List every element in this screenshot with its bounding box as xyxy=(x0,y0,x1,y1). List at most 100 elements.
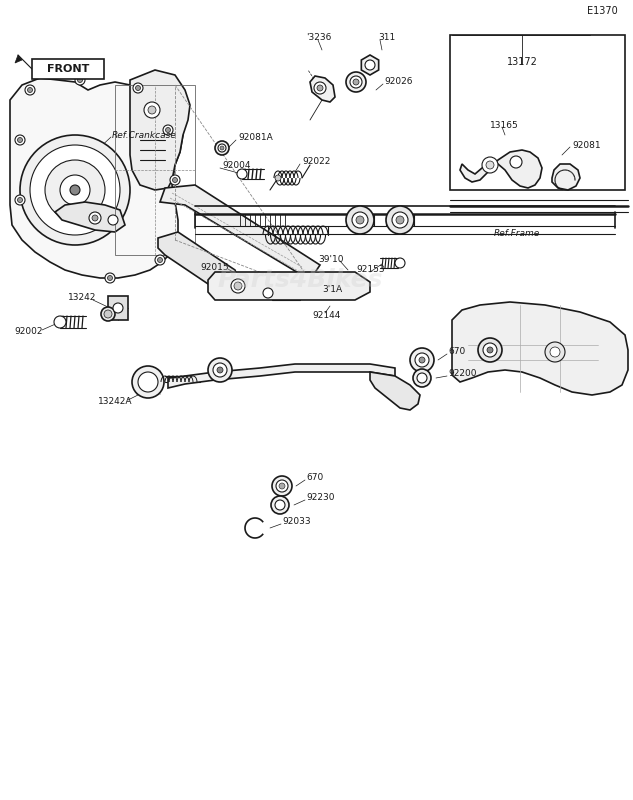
Circle shape xyxy=(215,141,229,155)
Circle shape xyxy=(20,135,130,245)
Circle shape xyxy=(45,160,105,220)
Circle shape xyxy=(18,138,23,142)
Circle shape xyxy=(365,60,375,70)
Circle shape xyxy=(550,347,560,357)
Polygon shape xyxy=(310,76,335,102)
Text: 92200: 92200 xyxy=(448,370,477,378)
Text: Ref.Frame: Ref.Frame xyxy=(494,230,540,238)
Circle shape xyxy=(15,135,25,145)
Circle shape xyxy=(279,483,285,489)
Text: 13242: 13242 xyxy=(68,294,96,302)
Circle shape xyxy=(314,82,326,94)
Text: 13242A: 13242A xyxy=(98,398,132,406)
Circle shape xyxy=(173,178,177,182)
Circle shape xyxy=(132,366,164,398)
Circle shape xyxy=(275,175,281,181)
Circle shape xyxy=(486,161,494,169)
Circle shape xyxy=(30,145,120,235)
Text: '3236: '3236 xyxy=(306,34,331,42)
Text: 92081A: 92081A xyxy=(238,134,273,142)
Circle shape xyxy=(234,282,242,290)
Polygon shape xyxy=(460,150,542,188)
Polygon shape xyxy=(208,272,370,300)
Circle shape xyxy=(545,342,565,362)
Circle shape xyxy=(133,83,143,93)
Text: Parts4Bikes: Parts4Bikes xyxy=(217,268,383,292)
Circle shape xyxy=(231,279,245,293)
Circle shape xyxy=(386,206,414,234)
Polygon shape xyxy=(130,70,190,190)
Text: 670: 670 xyxy=(448,347,465,357)
Text: 670: 670 xyxy=(306,474,323,482)
Circle shape xyxy=(135,86,141,90)
Polygon shape xyxy=(32,59,104,79)
Text: 92144: 92144 xyxy=(312,310,341,319)
Circle shape xyxy=(415,353,429,367)
Text: 13165: 13165 xyxy=(490,121,519,130)
Text: 92230: 92230 xyxy=(306,494,334,502)
Circle shape xyxy=(487,347,493,353)
Text: 92153: 92153 xyxy=(356,266,385,274)
Circle shape xyxy=(483,343,497,357)
Circle shape xyxy=(275,500,285,510)
Circle shape xyxy=(353,79,359,85)
Circle shape xyxy=(148,106,156,114)
Circle shape xyxy=(272,476,292,496)
Text: 92081: 92081 xyxy=(572,141,601,150)
Polygon shape xyxy=(160,185,320,280)
Circle shape xyxy=(392,212,408,228)
Circle shape xyxy=(70,185,80,195)
Circle shape xyxy=(220,146,224,150)
Text: 3'1A: 3'1A xyxy=(322,285,342,294)
Text: 92004: 92004 xyxy=(222,162,251,170)
Circle shape xyxy=(101,307,115,321)
Circle shape xyxy=(108,275,113,281)
Polygon shape xyxy=(552,164,580,190)
Circle shape xyxy=(419,357,425,363)
Polygon shape xyxy=(15,55,22,63)
Circle shape xyxy=(25,85,35,95)
Polygon shape xyxy=(158,232,240,292)
Circle shape xyxy=(482,157,498,173)
Text: FRONT: FRONT xyxy=(47,64,89,74)
Circle shape xyxy=(213,363,227,377)
Circle shape xyxy=(410,348,434,372)
Circle shape xyxy=(352,212,368,228)
Text: E1370: E1370 xyxy=(587,6,618,16)
Circle shape xyxy=(138,372,158,392)
Circle shape xyxy=(263,288,273,298)
Circle shape xyxy=(170,175,180,185)
Circle shape xyxy=(356,216,364,224)
Bar xyxy=(450,35,625,190)
Circle shape xyxy=(108,215,118,225)
Circle shape xyxy=(89,212,101,224)
Circle shape xyxy=(18,198,23,202)
Text: 92015: 92015 xyxy=(200,262,229,271)
Text: 13172: 13172 xyxy=(506,57,537,67)
Circle shape xyxy=(54,316,66,328)
Circle shape xyxy=(478,338,502,362)
Text: 92033: 92033 xyxy=(282,518,311,526)
Circle shape xyxy=(163,125,173,135)
Circle shape xyxy=(75,75,85,85)
Circle shape xyxy=(395,258,405,268)
Circle shape xyxy=(510,156,522,168)
Circle shape xyxy=(77,78,82,82)
Polygon shape xyxy=(108,296,128,320)
Text: 39'10: 39'10 xyxy=(318,254,344,263)
Text: 92022: 92022 xyxy=(302,158,330,166)
Circle shape xyxy=(105,273,115,283)
Polygon shape xyxy=(452,302,628,395)
Polygon shape xyxy=(10,78,183,278)
Polygon shape xyxy=(361,55,379,75)
Polygon shape xyxy=(370,372,420,410)
Circle shape xyxy=(104,310,112,318)
Circle shape xyxy=(60,175,90,205)
Polygon shape xyxy=(55,202,125,232)
Circle shape xyxy=(113,303,123,313)
Circle shape xyxy=(208,358,232,382)
Circle shape xyxy=(350,76,362,88)
Circle shape xyxy=(15,195,25,205)
Circle shape xyxy=(158,258,163,262)
Text: 92026: 92026 xyxy=(384,78,413,86)
